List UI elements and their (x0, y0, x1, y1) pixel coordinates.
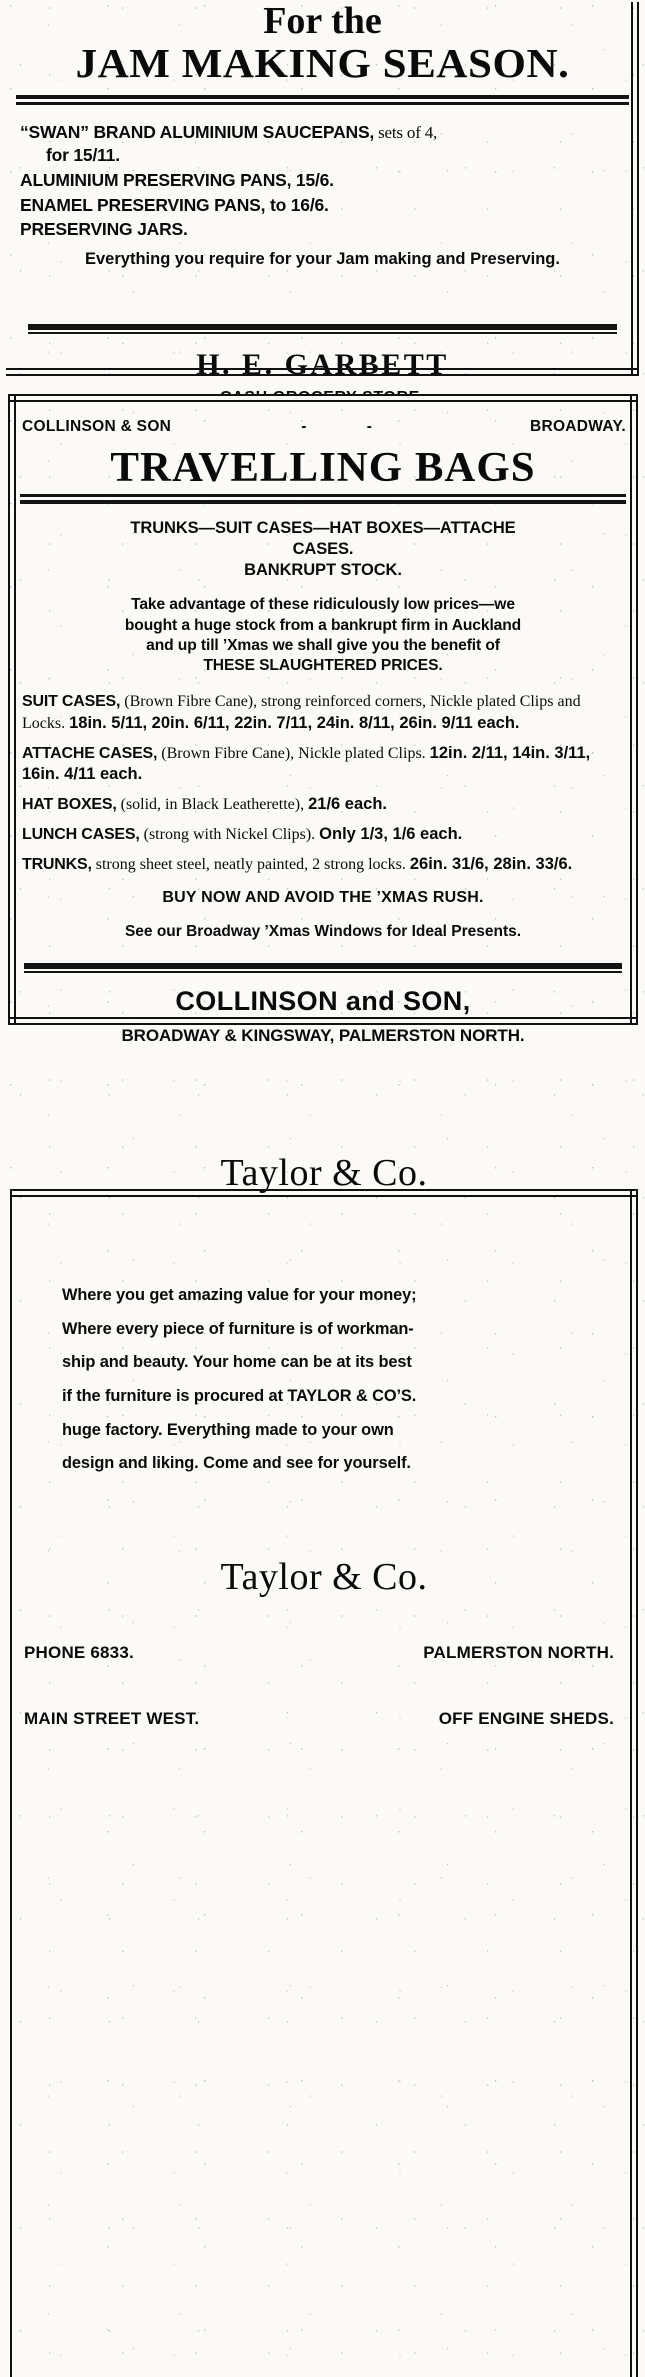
taylor-street: MAIN STREET WEST. (24, 1708, 200, 1728)
collinson-windows-note: See our Broadway ’Xmas Windows for Ideal… (124, 923, 522, 941)
ad-border-bottom (8, 1017, 638, 1025)
advertisement-collinson: COLLINSON & SON - - BROADWAY. TRAVELLING… (8, 394, 638, 1045)
collinson-top-left: COLLINSON & SON (22, 418, 172, 435)
collinson-product-0-prices: 18in. 5/11, 20in. 6/11, 22in. 7/11, 24in… (69, 713, 520, 732)
advertisement-garbett: For the JAM MAKING SEASON. “SWAN” BRAND … (6, 0, 639, 406)
garbett-product-list: “SWAN” BRAND ALUMINIUM SAUCEPANS, sets o… (20, 121, 625, 241)
collinson-product-4-prices: 26in. 31/6, 28in. 33/6. (409, 855, 573, 874)
collinson-product-0-desc: (Brown Fibre Cane), strong reinforced co… (22, 693, 581, 732)
garbett-signature-rule (28, 323, 617, 334)
collinson-top-right: BROADWAY. (529, 418, 626, 435)
collinson-top-row: COLLINSON & SON - - BROADWAY. (22, 418, 626, 436)
collinson-title: TRAVELLING BAGS (110, 445, 536, 491)
collinson-product-trunks: TRUNKS, strong sheet steel, neatly paint… (22, 854, 624, 875)
taylor-title-top: Taylor & Co. (220, 1152, 428, 1194)
taylor-body-line-3: ship and beauty. Your home can be at its… (62, 1353, 412, 1372)
collinson-subhead-line3: BANKRUPT STOCK. (244, 561, 402, 580)
taylor-contact-row-2: MAIN STREET WEST. OFF ENGINE SHEDS. (24, 1709, 624, 1729)
collinson-business-name: COLLINSON and SON, (175, 986, 471, 1017)
collinson-product-hat-boxes: HAT BOXES, (solid, in Black Leatherette)… (22, 794, 624, 815)
collinson-paragraph-line3: and up till ’Xmas we shall give you the … (146, 636, 500, 654)
garbett-item-0-lead: “SWAN” BRAND ALUMINIUM SAUCEPANS, (20, 122, 375, 143)
garbett-item-jars: PRESERVING JARS. (20, 218, 625, 241)
collinson-product-0-name: SUIT CASES, (22, 693, 121, 711)
taylor-body-line-2: Where every piece of furniture is of wor… (62, 1319, 414, 1338)
garbett-item-aluminium-pans: ALUMINIUM PRESERVING PANS, 15/6. (20, 169, 625, 192)
garbett-item-2-lead: ENAMEL PRESERVING PANS, to 16/6. (20, 194, 329, 215)
collinson-product-2-prices: 21/6 each. (308, 794, 387, 813)
collinson-product-2-desc: (solid, in Black Leatherette), (116, 795, 309, 813)
collinson-paragraph: Take advantage of these ridiculously low… (24, 595, 622, 676)
collinson-top-dashes: - - (301, 418, 400, 435)
taylor-locality: OFF ENGINE SHEDS. (438, 1708, 614, 1728)
taylor-body-line-4: if the furniture is procured at TAYLOR &… (62, 1386, 417, 1405)
garbett-business-name: H. E. GARBETT (196, 347, 449, 381)
collinson-product-1-desc: (Brown Fibre Cane), Nickle plated Clips. (157, 744, 430, 762)
collinson-paragraph-line1: Take advantage of these ridiculously low… (131, 596, 515, 614)
garbett-item-saucepans: “SWAN” BRAND ALUMINIUM SAUCEPANS, sets o… (20, 121, 625, 167)
collinson-product-lunch-cases: LUNCH CASES, (strong with Nickel Clips).… (22, 824, 624, 845)
collinson-call-to-action: BUY NOW AND AVOID THE ’XMAS RUSH. (162, 889, 484, 907)
ad-border-left (8, 394, 16, 1025)
ad-border-top (8, 394, 638, 402)
collinson-product-1-prices: 12in. 2/11, 14in. 3/11, 16in. 4/11 each. (22, 743, 591, 783)
taylor-contact-row-1: PHONE 6833. PALMERSTON NORTH. (24, 1643, 624, 1663)
garbett-headline-line2: JAM MAKING SEASON. (75, 40, 570, 86)
collinson-product-3-desc: (strong with Nickel Clips). (139, 826, 320, 843)
ad-border-right (631, 2, 639, 376)
taylor-body-line-1: Where you get amazing value for your mon… (62, 1286, 417, 1304)
collinson-product-3-prices: Only 1/3, 1/6 each. (319, 825, 463, 843)
ad-border-top (10, 1189, 638, 1197)
collinson-subhead-line1: TRUNKS—SUIT CASES—HAT BOXES—ATTACHE (130, 519, 516, 538)
ad-border-bottom (6, 368, 639, 376)
garbett-headline-rule (16, 95, 629, 106)
collinson-title-rule (20, 494, 626, 505)
advertisement-taylor: Taylor & Co. Where you get amazing value… (10, 1065, 638, 2377)
ad-border-right (630, 1189, 638, 2377)
taylor-body-text: Where you get amazing value for your mon… (62, 1279, 586, 1481)
taylor-phone: PHONE 6833. (24, 1642, 134, 1662)
collinson-business-address: BROADWAY & KINGSWAY, PALMERSTON NORTH. (121, 1026, 525, 1046)
ad-border-right (630, 394, 638, 1025)
taylor-body-line-5: huge factory. Everything made to your ow… (62, 1420, 394, 1439)
garbett-headline-line1: For the (263, 0, 382, 42)
taylor-body-line-6: design and liking. Come and see for your… (62, 1454, 411, 1473)
collinson-paragraph-line4: THESE SLAUGHTERED PRICES. (203, 657, 443, 675)
collinson-subhead: TRUNKS—SUIT CASES—HAT BOXES—ATTACHE CASE… (18, 518, 628, 581)
collinson-subhead-line2: CASES. (292, 540, 354, 559)
collinson-product-3-name: LUNCH CASES, (22, 826, 140, 843)
collinson-product-suit-cases: SUIT CASES, (Brown Fibre Cane), strong r… (22, 692, 624, 733)
collinson-paragraph-line2: bought a huge stock from a bankrupt firm… (124, 616, 522, 634)
garbett-item-3-lead: PRESERVING JARS. (20, 219, 188, 240)
collinson-product-1-name: ATTACHE CASES, (22, 744, 158, 762)
collinson-product-4-desc: strong sheet steel, neatly painted, 2 st… (91, 856, 410, 874)
garbett-tagline: Everything you require for your Jam maki… (85, 250, 560, 269)
garbett-item-enamel-pans: ENAMEL PRESERVING PANS, to 16/6. (20, 194, 625, 217)
garbett-item-0-tail: sets of 4, (374, 123, 438, 143)
collinson-product-list: SUIT CASES, (Brown Fibre Cane), strong r… (22, 692, 624, 875)
collinson-product-2-name: HAT BOXES, (22, 795, 117, 813)
collinson-product-4-name: TRUNKS, (22, 856, 92, 874)
taylor-title-bottom: Taylor & Co. (220, 1555, 428, 1598)
garbett-item-0-cont: for 15/11. (46, 145, 120, 166)
collinson-signature-rule (24, 963, 622, 974)
ad-border-left (10, 1189, 14, 2377)
taylor-city: PALMERSTON NORTH. (423, 1642, 614, 1662)
garbett-item-1-lead: ALUMINIUM PRESERVING PANS, 15/6. (20, 169, 334, 190)
collinson-product-attache-cases: ATTACHE CASES, (Brown Fibre Cane), Nickl… (22, 743, 624, 785)
